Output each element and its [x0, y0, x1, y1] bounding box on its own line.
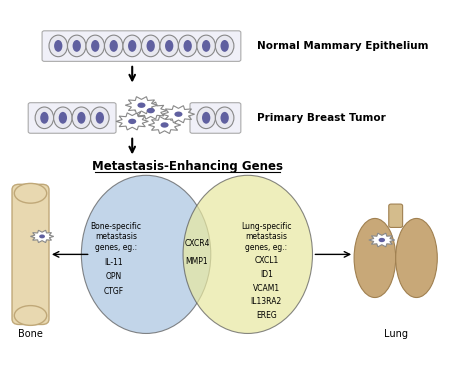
- Text: VCAM1: VCAM1: [253, 284, 280, 292]
- Ellipse shape: [183, 40, 192, 52]
- Ellipse shape: [220, 112, 229, 124]
- Ellipse shape: [77, 112, 85, 124]
- Ellipse shape: [178, 35, 197, 57]
- Ellipse shape: [146, 40, 155, 52]
- Ellipse shape: [396, 218, 438, 297]
- Text: EREG: EREG: [256, 311, 277, 320]
- Text: CXCR4: CXCR4: [184, 239, 210, 248]
- Ellipse shape: [160, 35, 178, 57]
- Ellipse shape: [128, 40, 137, 52]
- Ellipse shape: [128, 119, 136, 124]
- FancyBboxPatch shape: [389, 204, 402, 227]
- Ellipse shape: [202, 112, 210, 124]
- Ellipse shape: [59, 112, 67, 124]
- Polygon shape: [116, 113, 148, 130]
- Text: Lung: Lung: [383, 329, 408, 339]
- Ellipse shape: [202, 40, 210, 52]
- Ellipse shape: [54, 107, 72, 128]
- Text: CXCL1: CXCL1: [254, 256, 278, 265]
- Ellipse shape: [165, 40, 173, 52]
- Text: Primary Breast Tumor: Primary Breast Tumor: [257, 113, 386, 123]
- Ellipse shape: [215, 107, 234, 128]
- Polygon shape: [148, 116, 181, 134]
- Ellipse shape: [39, 234, 45, 238]
- Text: IL13RA2: IL13RA2: [251, 297, 282, 306]
- Text: Metastasis-Enhancing Genes: Metastasis-Enhancing Genes: [92, 160, 283, 173]
- Ellipse shape: [35, 107, 54, 128]
- FancyBboxPatch shape: [12, 184, 49, 324]
- Text: CTGF: CTGF: [104, 287, 124, 296]
- FancyBboxPatch shape: [28, 103, 116, 133]
- Polygon shape: [369, 233, 395, 247]
- Ellipse shape: [96, 112, 104, 124]
- Text: ID1: ID1: [260, 270, 273, 279]
- Ellipse shape: [379, 238, 385, 242]
- Text: Bone-specific
metastasis
genes, eg.:: Bone-specific metastasis genes, eg.:: [91, 222, 142, 252]
- Polygon shape: [125, 97, 158, 114]
- Ellipse shape: [141, 35, 160, 57]
- Ellipse shape: [197, 35, 215, 57]
- Ellipse shape: [73, 40, 81, 52]
- Ellipse shape: [86, 35, 104, 57]
- Ellipse shape: [91, 40, 100, 52]
- Ellipse shape: [67, 35, 86, 57]
- Ellipse shape: [104, 35, 123, 57]
- Text: MMP1: MMP1: [186, 257, 208, 266]
- Ellipse shape: [354, 218, 396, 297]
- FancyBboxPatch shape: [190, 103, 241, 133]
- Text: IL-11: IL-11: [104, 258, 123, 267]
- Ellipse shape: [215, 35, 234, 57]
- Ellipse shape: [72, 107, 91, 128]
- Text: Lung-specific
metastasis
genes, eg.:: Lung-specific metastasis genes, eg.:: [241, 222, 292, 252]
- Ellipse shape: [183, 175, 312, 334]
- Ellipse shape: [49, 35, 67, 57]
- Ellipse shape: [161, 122, 169, 128]
- Text: OPN: OPN: [106, 272, 122, 281]
- Ellipse shape: [174, 112, 182, 117]
- Polygon shape: [162, 105, 195, 123]
- Ellipse shape: [14, 306, 47, 325]
- Ellipse shape: [123, 35, 141, 57]
- Text: Bone: Bone: [18, 329, 43, 339]
- Ellipse shape: [146, 108, 155, 113]
- Ellipse shape: [82, 175, 211, 334]
- Text: Normal Mammary Epithelium: Normal Mammary Epithelium: [257, 41, 428, 51]
- Polygon shape: [30, 230, 54, 243]
- Ellipse shape: [220, 40, 229, 52]
- Ellipse shape: [197, 107, 215, 128]
- Ellipse shape: [91, 107, 109, 128]
- Ellipse shape: [54, 40, 63, 52]
- Ellipse shape: [14, 183, 47, 203]
- Polygon shape: [135, 102, 167, 119]
- Ellipse shape: [137, 103, 146, 108]
- Ellipse shape: [40, 112, 48, 124]
- FancyBboxPatch shape: [42, 31, 241, 61]
- Ellipse shape: [109, 40, 118, 52]
